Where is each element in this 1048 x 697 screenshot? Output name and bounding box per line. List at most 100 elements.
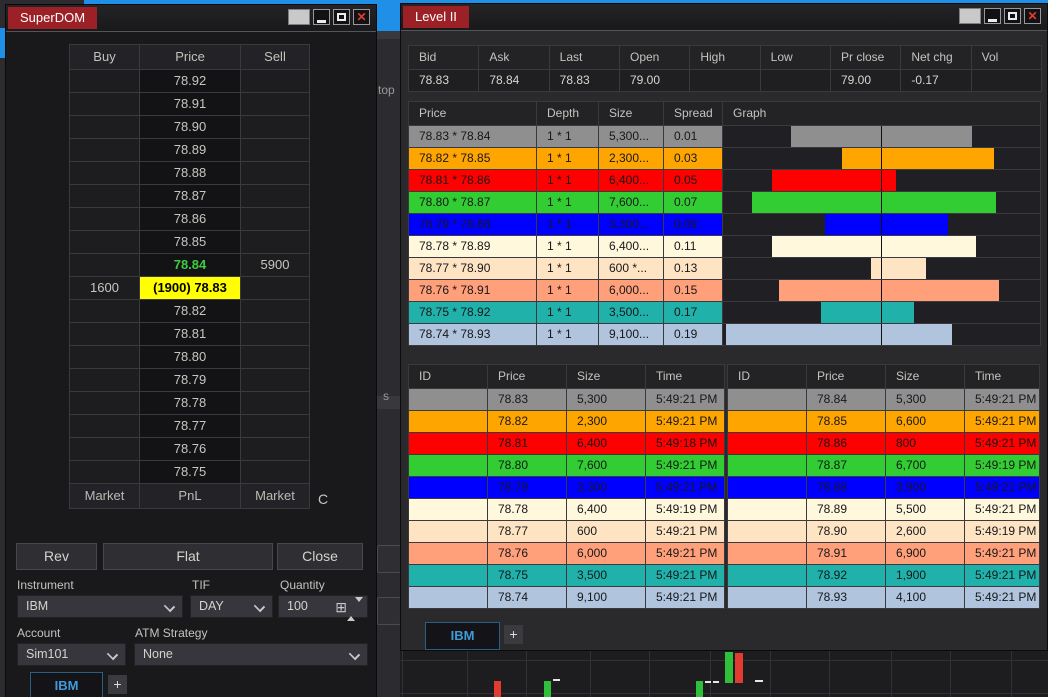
maximize-button[interactable]: [1004, 8, 1021, 24]
ladder-buy-cell[interactable]: [70, 392, 139, 414]
quantity-stepper[interactable]: 100 ⊞: [278, 595, 368, 621]
atm-strategy-select[interactable]: None: [134, 643, 368, 666]
ladder-price-cell[interactable]: 78.82: [140, 300, 240, 322]
trade-bid-cell-time: 5:49:21 PM: [646, 389, 724, 410]
maximize-button[interactable]: [333, 9, 350, 25]
ladder-buy-cell[interactable]: [70, 93, 139, 115]
ladder-buy-cell[interactable]: [70, 162, 139, 184]
chart-tick: [553, 679, 560, 681]
ladder-sell-cell[interactable]: [241, 438, 309, 460]
ladder-sell-cell[interactable]: [241, 461, 309, 483]
ladder-sell-cell[interactable]: [241, 300, 309, 322]
ladder-buy-cell[interactable]: [70, 254, 139, 276]
ladder-price-cell[interactable]: 78.84: [140, 254, 240, 276]
trade-ask-cell-id: [728, 477, 806, 498]
flat-button[interactable]: Flat: [103, 543, 273, 570]
market-sell-button[interactable]: Market: [241, 484, 309, 508]
reverse-button[interactable]: Rev: [16, 543, 97, 570]
ladder-sell-cell[interactable]: [241, 231, 309, 253]
ladder-sell-cell[interactable]: [241, 415, 309, 437]
level2-window: Level II ✕ Bid Ask Last Open High Low Pr close…: [400, 3, 1048, 651]
ladder-sell-cell[interactable]: [241, 369, 309, 391]
ladder-sell-cell[interactable]: [241, 162, 309, 184]
quantity-spinner[interactable]: [347, 597, 363, 621]
ladder-price-cell[interactable]: 78.81: [140, 323, 240, 345]
instrument-link-button[interactable]: [959, 8, 981, 24]
ladder-buy-cell[interactable]: [70, 369, 139, 391]
ladder-buy-cell[interactable]: [70, 139, 139, 161]
ladder-buy-cell[interactable]: [70, 438, 139, 460]
ladder-buy-cell[interactable]: [70, 323, 139, 345]
close-position-button[interactable]: Close: [277, 543, 363, 570]
quantity-value: 100: [287, 599, 308, 613]
instrument-link-button[interactable]: [288, 9, 310, 25]
ladder-price-cell[interactable]: 78.90: [140, 116, 240, 138]
ladder-sell-cell[interactable]: [241, 185, 309, 207]
ladder-sell-cell[interactable]: [241, 323, 309, 345]
ladder-price-cell[interactable]: 78.77: [140, 415, 240, 437]
chart-gridline-v: [649, 651, 650, 697]
account-select[interactable]: Sim101: [17, 643, 126, 666]
depth-cell-size: 5,300...: [599, 126, 663, 147]
ladder-sell-cell[interactable]: [241, 70, 309, 92]
ladder-buy-cell[interactable]: [70, 415, 139, 437]
price-ladder: Buy Price Sell 78.92 78.91 78.90 78.89 78.88 78.…: [69, 44, 310, 509]
tif-select[interactable]: DAY: [190, 595, 273, 618]
trade-ask-cell-id: [728, 543, 806, 564]
center-button[interactable]: C: [318, 491, 329, 507]
ladder-sell-cell[interactable]: [241, 93, 309, 115]
ladder-sell-cell[interactable]: [241, 277, 309, 299]
close-button[interactable]: ✕: [1024, 8, 1041, 24]
ladder-sell-cell[interactable]: [241, 139, 309, 161]
close-button[interactable]: ✕: [353, 9, 370, 25]
calculator-icon[interactable]: ⊞: [335, 599, 347, 615]
quote-header: Pr close: [831, 46, 901, 69]
ladder-buy-cell[interactable]: [70, 185, 139, 207]
ladder-price-cell[interactable]: 78.86: [140, 208, 240, 230]
ladder-price-cell[interactable]: 78.88: [140, 162, 240, 184]
level2-titlebar[interactable]: Level II ✕: [401, 4, 1047, 30]
ladder-price-cell[interactable]: 78.89: [140, 139, 240, 161]
ladder-price-cell[interactable]: 78.87: [140, 185, 240, 207]
level2-add-tab-button[interactable]: +: [504, 625, 523, 644]
ladder-buy-cell[interactable]: 1600: [70, 277, 139, 299]
ladder-price-cell[interactable]: (1900) 78.83: [140, 277, 240, 299]
market-buy-button[interactable]: Market: [70, 484, 139, 508]
ladder-sell-cell[interactable]: [241, 346, 309, 368]
ladder-price-cell[interactable]: 78.78: [140, 392, 240, 414]
level2-tab-ibm[interactable]: IBM: [425, 622, 500, 650]
superdom-tab-ibm[interactable]: IBM: [30, 672, 103, 697]
ladder-price-cell[interactable]: 78.85: [140, 231, 240, 253]
ladder-buy-cell[interactable]: [70, 346, 139, 368]
ladder-buy-cell[interactable]: [70, 70, 139, 92]
ladder-price-cell[interactable]: 78.79: [140, 369, 240, 391]
ladder-price-cell[interactable]: 78.80: [140, 346, 240, 368]
ladder-sell-cell[interactable]: [241, 208, 309, 230]
ladder-buy-cell[interactable]: [70, 231, 139, 253]
trade-bid-cell-size: 6,000: [567, 543, 645, 564]
depth-cell-depth: 1 * 1: [537, 148, 598, 169]
ladder-buy-cell[interactable]: [70, 116, 139, 138]
superdom-add-tab-button[interactable]: +: [108, 675, 127, 694]
ladder-price-cell[interactable]: 78.92: [140, 70, 240, 92]
ladder-buy-cell[interactable]: [70, 461, 139, 483]
trades-header: ID: [409, 365, 487, 388]
ladder-price-cell[interactable]: 78.76: [140, 438, 240, 460]
minimize-button[interactable]: [984, 8, 1001, 24]
trades-header: Size: [886, 365, 964, 388]
ladder-sell-cell[interactable]: [241, 392, 309, 414]
ladder-sell-cell[interactable]: [241, 116, 309, 138]
pnl-button[interactable]: PnL: [140, 484, 240, 508]
instrument-select[interactable]: IBM: [17, 595, 183, 618]
ladder-sell-cell[interactable]: 5900: [241, 254, 309, 276]
ladder-buy-cell[interactable]: [70, 208, 139, 230]
spin-down-icon[interactable]: [355, 597, 363, 616]
ladder-buy-cell[interactable]: [70, 300, 139, 322]
superdom-titlebar[interactable]: SuperDOM ✕: [6, 5, 376, 31]
ladder-price-cell[interactable]: 78.91: [140, 93, 240, 115]
graph-bar-bid: [842, 148, 881, 169]
depth-header: Graph: [723, 102, 1040, 125]
ladder-price-cell[interactable]: 78.75: [140, 461, 240, 483]
spin-up-icon[interactable]: [347, 602, 355, 621]
minimize-button[interactable]: [313, 9, 330, 25]
